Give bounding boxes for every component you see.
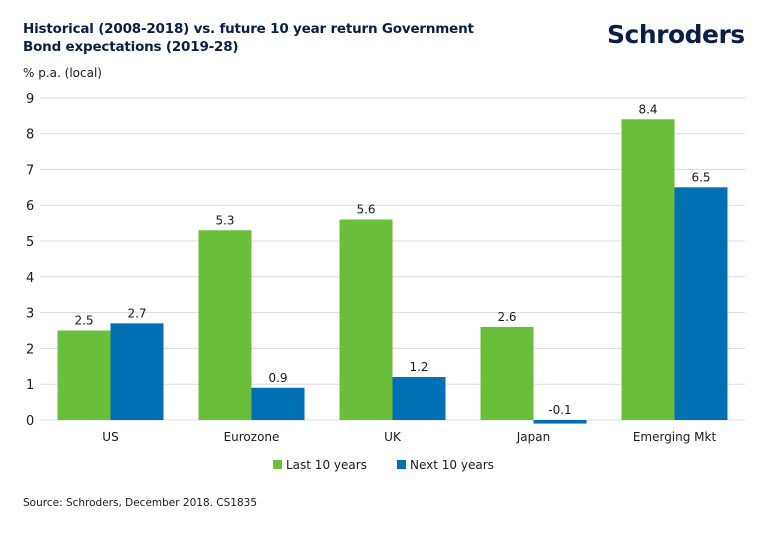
data-label: 5.6 — [356, 203, 375, 217]
data-labels: 2.5 2.7 5.3 0.9 5.6 1.2 2.6 -0.1 8.4 6.5 — [74, 102, 710, 417]
data-label: -0.1 — [548, 403, 571, 417]
chart-title: Historical (2008-2018) vs. future 10 yea… — [23, 20, 493, 56]
y-axis-label: % p.a. (local) — [23, 66, 102, 80]
data-label: 6.5 — [691, 170, 710, 184]
x-tick-label: Japan — [516, 430, 550, 444]
bar-next-10-years — [392, 377, 446, 420]
bar-next-10-years — [533, 420, 587, 424]
y-tick-label: 6 — [26, 199, 34, 214]
x-tick-label: US — [102, 430, 118, 444]
y-tick-label: 4 — [26, 271, 34, 286]
data-label: 2.5 — [74, 314, 93, 328]
y-tick-label: 2 — [26, 342, 34, 357]
source-note: Source: Schroders, December 2018. CS1835 — [23, 497, 258, 509]
y-axis-ticks: 0 1 2 3 4 5 6 7 8 9 — [26, 92, 34, 429]
data-label: 2.6 — [497, 310, 516, 324]
bar-last-10-years — [339, 219, 393, 420]
bar-last-10-years — [198, 230, 252, 420]
data-label: 1.2 — [409, 360, 428, 374]
chart-title-line-1: Historical (2008-2018) vs. future 10 yea… — [23, 21, 474, 37]
y-tick-label: 7 — [26, 163, 34, 178]
bar-last-10-years — [621, 119, 675, 420]
y-tick-label: 1 — [26, 378, 34, 393]
bar-last-10-years — [57, 330, 111, 420]
legend-swatch — [397, 460, 406, 469]
legend: Last 10 years Next 10 years — [273, 458, 494, 472]
legend-label: Last 10 years — [286, 458, 367, 472]
bars — [57, 119, 728, 424]
y-tick-label: 0 — [26, 414, 34, 429]
x-tick-label: Eurozone — [224, 430, 280, 444]
data-label: 2.7 — [127, 306, 146, 320]
x-tick-label: Emerging Mkt — [633, 430, 717, 444]
legend-label: Next 10 years — [410, 458, 494, 472]
y-tick-label: 5 — [26, 235, 34, 250]
chart-title-line-2: Bond expectations (2019-28) — [23, 39, 239, 55]
schroders-logo: Schroders — [607, 20, 745, 49]
data-label: 5.3 — [215, 213, 234, 227]
bar-next-10-years — [110, 323, 164, 420]
y-tick-label: 8 — [26, 128, 34, 143]
bar-last-10-years — [480, 326, 534, 420]
y-tick-label: 9 — [26, 92, 34, 107]
x-axis-ticks: US Eurozone UK Japan Emerging Mkt — [102, 430, 716, 444]
y-tick-label: 3 — [26, 307, 34, 322]
legend-swatch — [273, 460, 282, 469]
bar-next-10-years — [674, 187, 728, 420]
bar-next-10-years — [251, 387, 305, 420]
x-tick-label: UK — [384, 430, 402, 444]
data-label: 8.4 — [638, 102, 657, 116]
data-label: 0.9 — [268, 371, 287, 385]
